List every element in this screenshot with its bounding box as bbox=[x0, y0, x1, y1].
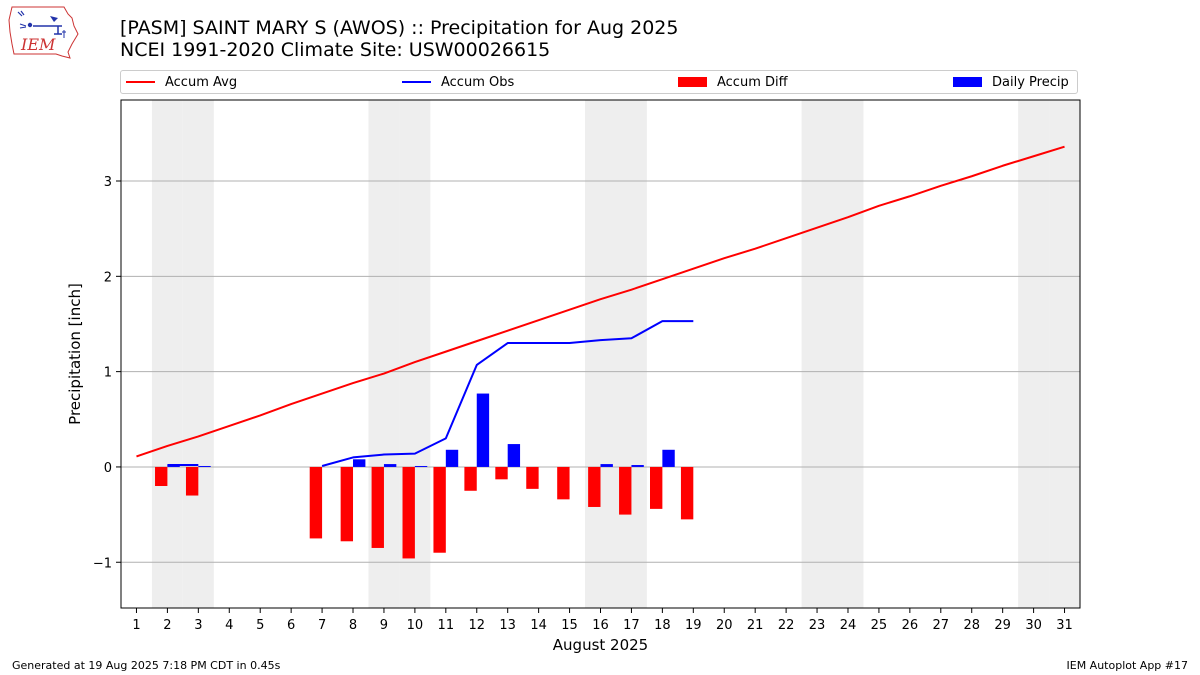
x-tick-label: 8 bbox=[349, 618, 357, 633]
x-tick-label: 16 bbox=[592, 618, 609, 633]
accum-diff-bar bbox=[557, 466, 570, 500]
x-tick-label: 11 bbox=[438, 618, 455, 633]
daily-precip-bar bbox=[662, 449, 675, 467]
accum-diff-bar bbox=[680, 466, 694, 520]
legend-item-daily-precip: Daily Precip bbox=[953, 71, 1069, 93]
accum-avg-line bbox=[136, 145, 1065, 458]
daily-precip-bar bbox=[600, 464, 613, 467]
daily-precip-bar bbox=[507, 444, 521, 467]
chart-title: [PASM] SAINT MARY S (AWOS) :: Precipitat… bbox=[120, 17, 679, 39]
logo-text: IEM bbox=[20, 35, 56, 54]
iem-logo: IEM bbox=[8, 6, 79, 59]
y-tick-label: 1 bbox=[104, 366, 112, 381]
weekend-band bbox=[801, 100, 833, 608]
autoplot-app-label: IEM Autoplot App #17 bbox=[1066, 659, 1189, 672]
y-axis-label: Precipitation [inch] bbox=[66, 283, 84, 425]
daily-precip-bar bbox=[198, 465, 211, 467]
x-axis-label: August 2025 bbox=[553, 636, 648, 654]
x-tick-label: 5 bbox=[256, 618, 264, 633]
weekend-band bbox=[1049, 100, 1080, 608]
x-tick-label: 12 bbox=[468, 618, 485, 633]
accum-diff-bar bbox=[588, 466, 601, 507]
x-tick-label: 29 bbox=[994, 618, 1011, 633]
legend-item-accum-avg: Accum Avg bbox=[126, 71, 237, 93]
x-tick-label: 9 bbox=[380, 618, 388, 633]
x-tick-label: 7 bbox=[318, 618, 326, 633]
x-tick-label: 14 bbox=[530, 618, 547, 633]
daily-precip-bar bbox=[383, 464, 397, 467]
weekend-band bbox=[1018, 100, 1050, 608]
generated-timestamp: Generated at 19 Aug 2025 7:18 PM CDT in … bbox=[12, 659, 281, 672]
chart-subtitle: NCEI 1991-2020 Climate Site: USW00026615 bbox=[120, 39, 551, 61]
legend-swatch-diff bbox=[678, 77, 707, 87]
accum-diff-bar bbox=[619, 466, 632, 515]
x-tick-label: 27 bbox=[933, 618, 950, 633]
accum-diff-bar bbox=[649, 466, 663, 509]
weekend-band bbox=[832, 100, 864, 608]
weekend-band bbox=[182, 100, 214, 608]
x-tick-label: 20 bbox=[716, 618, 733, 633]
x-tick-label: 15 bbox=[561, 618, 578, 633]
x-tick-label: 4 bbox=[225, 618, 233, 633]
y-tick-label: 2 bbox=[104, 270, 112, 285]
accum-diff-bar bbox=[155, 466, 168, 487]
legend: Accum Avg Accum Obs Accum Diff Daily Pre… bbox=[120, 70, 1078, 94]
x-tick-label: 19 bbox=[685, 618, 702, 633]
x-tick-label: 23 bbox=[809, 618, 826, 633]
x-tick-label: 10 bbox=[407, 618, 424, 633]
weekend-band bbox=[585, 100, 616, 608]
accum-diff-bar bbox=[433, 466, 446, 553]
legend-swatch-daily bbox=[953, 77, 982, 87]
x-tick-label: 26 bbox=[902, 618, 919, 633]
legend-item-accum-diff: Accum Diff bbox=[678, 71, 788, 93]
x-tick-label: 2 bbox=[163, 618, 171, 633]
y-tick-label: −1 bbox=[93, 556, 112, 571]
daily-precip-bar bbox=[445, 449, 459, 467]
daily-precip-bar bbox=[353, 459, 366, 467]
x-tick-label: 1 bbox=[132, 618, 140, 633]
accum-diff-bar bbox=[340, 466, 354, 542]
daily-precip-bar bbox=[476, 393, 490, 467]
x-tick-label: 25 bbox=[871, 618, 888, 633]
x-tick-label: 28 bbox=[963, 618, 980, 633]
accum-diff-bar bbox=[402, 466, 415, 559]
legend-swatch-obs bbox=[402, 81, 431, 83]
legend-label: Accum Diff bbox=[717, 74, 788, 90]
x-tick-label: 13 bbox=[499, 618, 516, 633]
legend-swatch-avg bbox=[126, 81, 155, 83]
x-tick-label: 22 bbox=[778, 618, 795, 633]
legend-label: Daily Precip bbox=[992, 74, 1069, 90]
y-tick-label: 0 bbox=[104, 461, 112, 476]
weekend-band bbox=[615, 100, 647, 608]
x-tick-label: 30 bbox=[1025, 618, 1042, 633]
x-tick-label: 17 bbox=[623, 618, 640, 633]
x-tick-label: 6 bbox=[287, 618, 295, 633]
legend-label: Accum Obs bbox=[441, 74, 515, 90]
legend-item-accum-obs: Accum Obs bbox=[402, 71, 514, 93]
accum-diff-bar bbox=[309, 466, 323, 539]
accum-diff-bar bbox=[526, 466, 539, 489]
y-tick-label: 3 bbox=[104, 175, 112, 190]
accum-obs-line bbox=[321, 320, 694, 467]
accum-diff-bar bbox=[495, 466, 508, 480]
weekend-band bbox=[151, 100, 183, 608]
x-tick-label: 3 bbox=[194, 618, 202, 633]
x-tick-label: 24 bbox=[840, 618, 857, 633]
accum-diff-bar bbox=[185, 466, 199, 496]
daily-precip-bar bbox=[631, 465, 644, 467]
x-tick-label: 18 bbox=[654, 618, 671, 633]
accum-diff-bar bbox=[371, 466, 384, 548]
legend-label: Accum Avg bbox=[165, 74, 238, 90]
x-tick-label: 31 bbox=[1056, 618, 1073, 633]
accum-diff-bar bbox=[464, 466, 477, 491]
daily-precip-bar bbox=[414, 465, 428, 467]
x-tick-label: 21 bbox=[747, 618, 764, 633]
